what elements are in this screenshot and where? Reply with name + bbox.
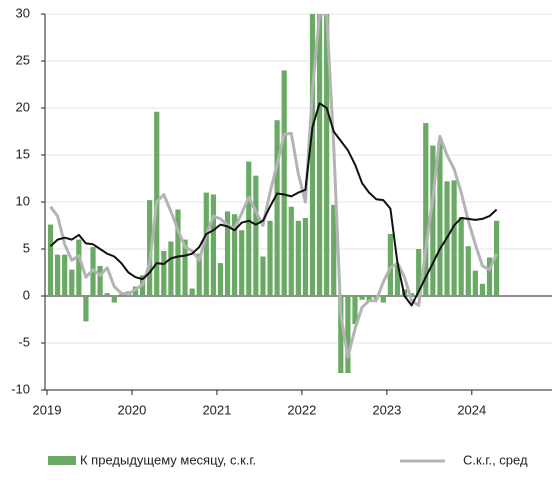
bar: [295, 220, 301, 296]
legend-swatch: [48, 456, 76, 465]
bar: [394, 264, 401, 296]
bar: [69, 269, 75, 296]
line: [49, 14, 498, 359]
bar: [288, 206, 294, 296]
y-tick-label: 20: [16, 99, 30, 114]
bar: [458, 217, 464, 296]
y-tick-label: 10: [16, 193, 30, 208]
grid: [45, 13, 552, 391]
bar: [309, 14, 316, 296]
bar: [281, 70, 287, 297]
bar: [380, 296, 386, 303]
x-tick-label: 2024: [457, 402, 486, 417]
bar: [274, 120, 280, 296]
bar: [479, 283, 486, 296]
bar: [451, 180, 457, 296]
bar: [217, 263, 224, 296]
bar: [472, 270, 478, 296]
x-tick-label: 2019: [33, 402, 62, 417]
bar: [260, 256, 266, 296]
bar: [437, 141, 443, 296]
bar: [83, 296, 89, 322]
bar: [147, 200, 153, 296]
bar: [97, 265, 103, 296]
bar: [182, 239, 188, 296]
bar: [493, 220, 500, 296]
x-tick-label: 2022: [287, 402, 316, 417]
bar: [316, 14, 323, 296]
x-tick-label: 2023: [372, 402, 401, 417]
bar: [175, 209, 181, 296]
bar: [239, 230, 245, 296]
bar: [302, 217, 309, 296]
legend-label: С.к.г., сред: [463, 452, 528, 467]
axes: -10 -5 0 5 10 15 20 25 30 2019 2020 2021 2022 2023 202…: [11, 5, 552, 417]
y-tick-label: 25: [16, 52, 30, 67]
bar: [168, 241, 174, 296]
y-tick-label: 5: [23, 240, 30, 255]
bar: [196, 253, 202, 296]
bar: [104, 293, 110, 296]
bar: [486, 257, 493, 296]
legend-label: К предыдущему месяцу, с.к.г.: [80, 452, 256, 467]
bar: [203, 192, 209, 296]
bar: [416, 249, 422, 296]
bar: [387, 233, 393, 296]
bar: [132, 286, 139, 296]
bar: [267, 220, 273, 296]
bar: [118, 294, 124, 296]
bar: [423, 123, 429, 296]
bar: [55, 254, 61, 296]
y-tick-label: 15: [16, 146, 30, 161]
bar: [47, 224, 54, 296]
bar: [352, 296, 358, 325]
bar: [161, 250, 167, 296]
bar: [232, 214, 238, 296]
bar: [366, 296, 372, 302]
bar: [409, 293, 415, 296]
y-tick-label: 30: [16, 5, 30, 20]
y-tick-label: -5: [18, 334, 30, 349]
plot: [47, 14, 500, 374]
bar: [62, 254, 68, 296]
y-tick-label: -10: [11, 381, 30, 396]
bar: [189, 288, 195, 296]
bar: [76, 239, 82, 296]
bar: [246, 161, 252, 296]
bar: [224, 211, 231, 296]
bar: [430, 145, 436, 296]
x-tick-label: 2020: [117, 402, 146, 417]
x-tick-label: 2021: [202, 402, 231, 417]
bar: [338, 296, 344, 374]
y-tick-label: 0: [23, 287, 30, 302]
bar: [324, 14, 330, 296]
bar: [331, 204, 337, 296]
bar: [345, 296, 351, 374]
bar: [253, 175, 259, 296]
bar: [465, 246, 471, 296]
bar: [111, 296, 117, 303]
bar: [359, 296, 365, 300]
bar: [210, 194, 216, 296]
line: [49, 102, 498, 307]
